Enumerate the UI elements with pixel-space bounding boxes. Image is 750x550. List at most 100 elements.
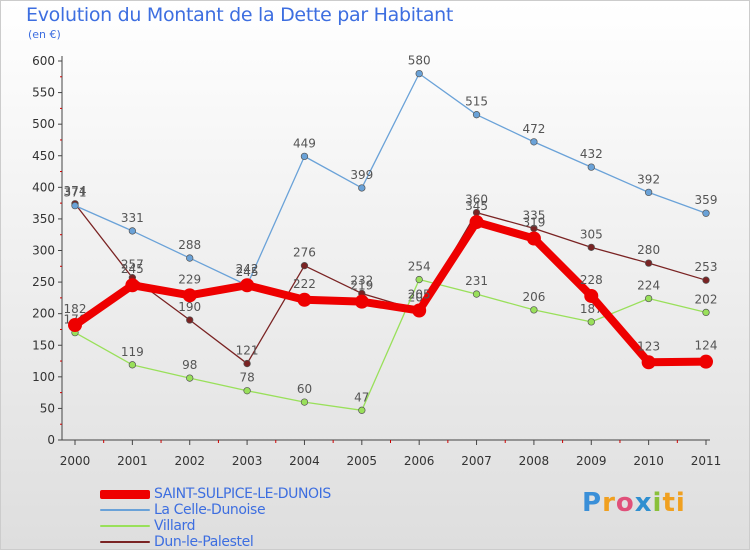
- series-la-celle-dunoise: 371 331 288 245 449 399 580 515 472 432 392 359: [64, 54, 718, 289]
- data-label: 123: [637, 339, 660, 353]
- data-label: 205: [408, 288, 431, 302]
- data-point: [412, 303, 427, 318]
- x-tick-label: 2010: [633, 454, 664, 468]
- y-tick-label: 250: [32, 275, 55, 289]
- y-tick-label: 500: [32, 117, 55, 131]
- data-label: 242: [236, 262, 259, 276]
- data-label: 399: [350, 168, 373, 182]
- data-point: [587, 318, 595, 326]
- y-tick-label: 50: [40, 401, 55, 415]
- data-label: 119: [121, 345, 144, 359]
- data-point: [472, 111, 481, 119]
- data-label: 280: [637, 243, 660, 257]
- data-point: [469, 215, 484, 230]
- data-point: [644, 259, 653, 267]
- data-label: 371: [64, 186, 87, 200]
- data-point: [641, 355, 656, 370]
- logo-letter: ti: [662, 488, 686, 518]
- series-line: [74, 72, 707, 286]
- legend-swatch: [100, 541, 150, 543]
- data-label: 228: [580, 273, 603, 287]
- data-label: 121: [236, 344, 259, 358]
- data-label: 47: [354, 390, 369, 404]
- data-label: 449: [293, 136, 316, 150]
- logo-letter: r: [602, 488, 616, 518]
- y-tick-label: 200: [32, 307, 55, 321]
- logo-letter: o: [615, 488, 635, 518]
- data-point: [125, 278, 140, 293]
- legend-label: La Celle-Dunoise: [154, 502, 266, 518]
- legend-label: Dun-le-Palestel: [154, 534, 254, 550]
- legend-swatch: [100, 509, 150, 511]
- x-tick-label: 2005: [347, 454, 378, 468]
- data-point: [186, 316, 194, 324]
- x-tick-label: 2008: [519, 454, 550, 468]
- data-label: 231: [465, 274, 488, 288]
- data-label: 245: [236, 265, 259, 279]
- data-label: 288: [178, 238, 201, 252]
- data-label: 392: [637, 172, 660, 186]
- x-tick-label: 2009: [576, 454, 607, 468]
- x-tick-label: 2011: [691, 454, 722, 468]
- data-point: [128, 227, 137, 235]
- data-label: 202: [695, 292, 718, 306]
- legend-swatch: [100, 489, 150, 499]
- data-point: [702, 276, 710, 284]
- series-line: [71, 218, 710, 367]
- data-point: [354, 294, 369, 309]
- logo-letter: P: [582, 488, 603, 518]
- x-tick-label: 2007: [461, 454, 492, 468]
- data-label: 254: [408, 260, 431, 274]
- logo-letter: x: [634, 488, 653, 518]
- data-label: 124: [695, 339, 718, 353]
- data-label: 335: [522, 208, 545, 222]
- x-tick-label: 2000: [60, 454, 91, 468]
- data-label: 182: [64, 302, 87, 316]
- data-label: 331: [121, 211, 144, 225]
- x-tick-label: 2006: [404, 454, 435, 468]
- series-line: [74, 278, 707, 411]
- data-point: [415, 69, 423, 78]
- logo-letter: i: [652, 488, 663, 518]
- data-label: 232: [350, 273, 373, 287]
- data-label: 472: [522, 122, 545, 136]
- data-label: 98: [182, 358, 197, 372]
- data-label: 60: [297, 382, 312, 396]
- y-tick-label: 300: [32, 244, 55, 258]
- data-point: [587, 163, 595, 171]
- data-point: [300, 262, 309, 270]
- data-label: 245: [121, 262, 144, 276]
- data-point: [240, 278, 255, 293]
- legend-item: SAINT-SULPICE-LE-DUNOIS: [100, 486, 331, 502]
- data-label: 359: [695, 193, 718, 207]
- data-label: 253: [695, 260, 718, 274]
- data-point: [297, 292, 312, 307]
- data-point: [358, 406, 366, 414]
- data-label: 206: [522, 290, 545, 304]
- data-point: [300, 398, 309, 406]
- data-label: 219: [350, 279, 373, 293]
- data-label: 374: [64, 184, 87, 198]
- data-label: 432: [580, 147, 603, 161]
- x-tick-label: 2002: [174, 454, 205, 468]
- data-label: 257: [121, 258, 144, 272]
- data-label: 224: [637, 279, 660, 293]
- legend-swatch: [100, 525, 150, 527]
- data-label: 319: [522, 215, 545, 229]
- data-point: [587, 243, 595, 251]
- proxiti-logo: Proxiti: [582, 488, 686, 518]
- data-label: 580: [408, 54, 431, 68]
- data-point: [186, 374, 194, 382]
- legend-label: Villard: [154, 518, 196, 534]
- data-label: 515: [465, 95, 488, 109]
- data-label: 305: [580, 227, 603, 241]
- x-tick-label: 2003: [232, 454, 263, 468]
- data-point: [530, 138, 538, 146]
- chart-title: Evolution du Montant de la Dette par Hab…: [26, 4, 454, 26]
- data-point: [243, 359, 251, 368]
- data-point: [702, 209, 710, 217]
- x-tick-label: 2001: [117, 454, 148, 468]
- series-villard: 17011998786047254231206187224202: [64, 260, 718, 414]
- series-dun-le-palestel: 374 257 190 121 276 232 205 360 335 305 280 253: [64, 184, 718, 368]
